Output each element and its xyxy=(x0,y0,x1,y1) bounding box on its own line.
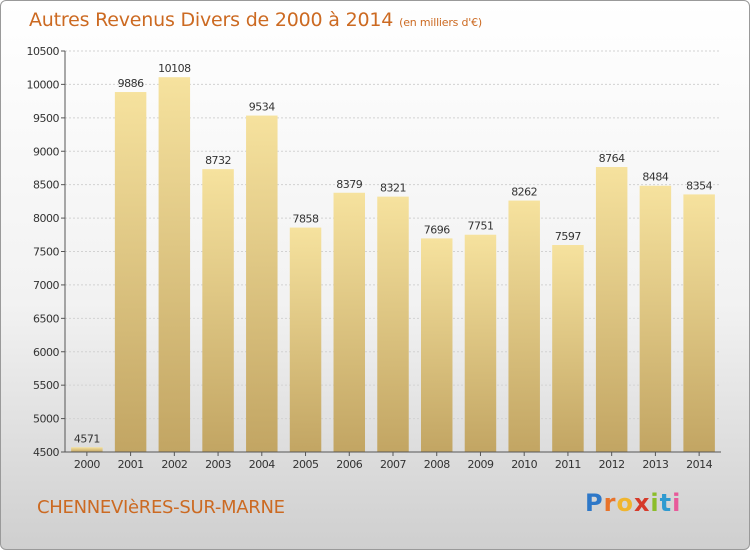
y-tick-label: 10500 xyxy=(27,45,60,58)
bars: 4571 9886 10108 8732 9534 7858 8379 8321 7696 775… xyxy=(71,62,715,453)
x-tick-label: 2006 xyxy=(336,458,362,471)
y-tick-label: 8500 xyxy=(33,179,59,192)
data-label-2009: 7751 xyxy=(467,220,493,233)
bar-2008 xyxy=(420,238,453,452)
y-tick-label: 5500 xyxy=(33,379,59,392)
data-label-2001: 9886 xyxy=(118,77,144,90)
x-tick-label: 2014 xyxy=(686,458,712,471)
x-tick-label: 2004 xyxy=(249,458,275,471)
x-tick-label: 2013 xyxy=(642,458,668,471)
bar-2003 xyxy=(202,169,234,453)
x-tick-label: 2011 xyxy=(555,458,581,471)
bar-2005 xyxy=(289,227,322,452)
x-tick-label: 2010 xyxy=(511,458,537,471)
data-label-2005: 7858 xyxy=(293,213,319,226)
bar-2006 xyxy=(333,192,366,453)
data-label-2000: 4571 xyxy=(74,432,100,445)
y-tick-label: 7000 xyxy=(33,279,59,292)
data-label-2014: 8354 xyxy=(686,179,712,192)
bar-2013 xyxy=(639,185,672,452)
data-label-2013: 8484 xyxy=(642,171,668,184)
x-tick-label: 2001 xyxy=(118,458,144,471)
x-tick-label: 2012 xyxy=(599,458,625,471)
y-tick-label: 8000 xyxy=(33,212,59,225)
data-label-2004: 9534 xyxy=(249,101,275,114)
bar-2010 xyxy=(508,200,540,452)
data-label-2002: 10108 xyxy=(158,62,191,75)
x-tick-label: 2007 xyxy=(380,458,406,471)
bar-2012 xyxy=(595,167,628,453)
y-tick-label: 10000 xyxy=(27,78,60,91)
data-label-2012: 8764 xyxy=(599,152,625,165)
x-tick-label: 2009 xyxy=(467,458,493,471)
title-text: Autres Revenus Divers de 2000 à 2014 xyxy=(29,9,394,31)
chart-subtitle: (en milliers d'€) xyxy=(399,16,483,29)
bar-2014 xyxy=(683,194,715,453)
x-tick-label: 2002 xyxy=(161,458,187,471)
data-label-2011: 7597 xyxy=(555,230,581,243)
bar-2009 xyxy=(464,234,497,452)
x-tick-label: 2005 xyxy=(293,458,319,471)
proxiti-logo: Proxiti xyxy=(585,489,682,517)
y-tick-label: 4500 xyxy=(33,446,59,459)
bar-2011 xyxy=(552,245,584,452)
data-label-2006: 8379 xyxy=(336,178,362,191)
x-tick-label: 2003 xyxy=(205,458,231,471)
bar-2007 xyxy=(377,196,409,452)
y-tick-label: 7500 xyxy=(33,246,59,259)
data-label-2010: 8262 xyxy=(511,186,537,199)
y-tick-label: 6000 xyxy=(33,346,59,359)
y-tick-label: 5000 xyxy=(33,413,59,426)
x-tick-label: 2008 xyxy=(424,458,450,471)
data-label-2003: 8732 xyxy=(205,154,231,167)
bar-2002 xyxy=(158,77,191,452)
chart-title: Autres Revenus Divers de 2000 à 2014 (en … xyxy=(29,9,482,31)
y-tick-label: 9000 xyxy=(33,145,59,158)
bar-2001 xyxy=(114,92,147,452)
bar-2004 xyxy=(246,115,278,452)
y-tick-label: 6500 xyxy=(33,312,59,325)
data-label-2008: 7696 xyxy=(424,223,450,236)
axes: 4500 5000 5500 6000 6500 7000 7500 8000 8500 9000… xyxy=(27,45,721,471)
y-tick-label: 9500 xyxy=(33,112,59,125)
bar-2000 xyxy=(71,447,103,452)
location-name: CHENNEVIèRES-SUR-MARNE xyxy=(37,497,285,518)
data-label-2007: 8321 xyxy=(380,182,406,195)
x-tick-label: 2000 xyxy=(74,458,100,471)
